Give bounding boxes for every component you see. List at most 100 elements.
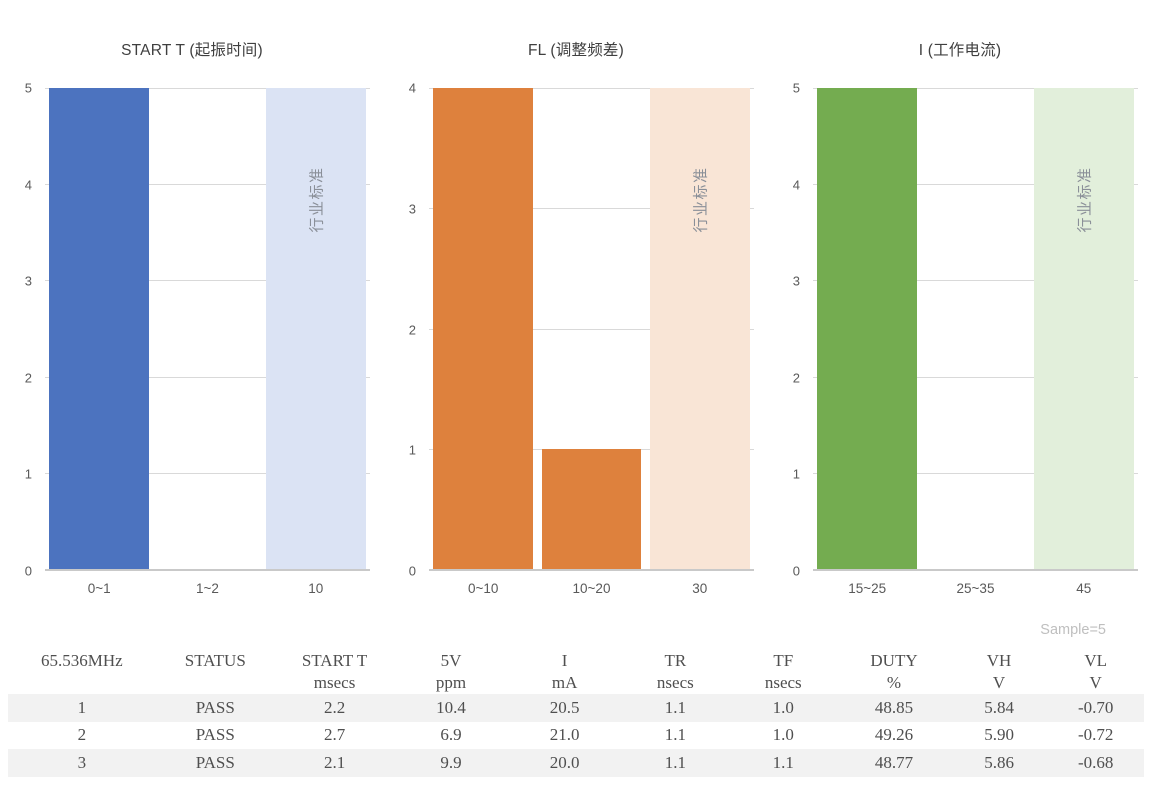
x-axis-label: 30 bbox=[692, 581, 708, 596]
column-unit: V bbox=[1089, 672, 1102, 692]
y-axis: 0 1 2 3 4 5 bbox=[768, 81, 813, 579]
y-tick-label: 5 bbox=[24, 80, 32, 96]
x-axis-label: 1~2 bbox=[196, 581, 219, 596]
table-cell: 5.90 bbox=[984, 725, 1014, 745]
gridline bbox=[813, 280, 1138, 282]
x-axis: 0~1 1~2 10 bbox=[45, 581, 370, 596]
column-unit: % bbox=[886, 672, 902, 692]
table-row: 2 PASS 2.7 6.9 21.0 1.1 1.0 49.26 5.90 -0.72 bbox=[8, 722, 1144, 750]
chart-title: START T (起振时间) bbox=[121, 42, 263, 59]
table-cell: 1.1 bbox=[664, 725, 686, 745]
standard-bar-label-wrap: 行业标准 bbox=[1034, 114, 1134, 284]
chart-title: FL (调整频差) bbox=[528, 42, 624, 59]
table-cell: 2.1 bbox=[323, 752, 346, 772]
bars-layer: 行业标准 bbox=[45, 88, 370, 569]
table-cell: 1.1 bbox=[664, 697, 686, 717]
standard-bar: 行业标准 bbox=[649, 88, 750, 569]
results-section: Sample=5 65.536MHz STATUS START T 5V I TR TF DU… bbox=[0, 622, 1152, 777]
table-cell: -0.72 bbox=[1077, 725, 1114, 745]
column-header: 65.536MHz bbox=[40, 651, 123, 670]
table-cell: 1 bbox=[77, 697, 87, 717]
unit-row: msecs ppm mA nsecs nsecs% V V bbox=[8, 671, 1144, 694]
table-cell: PASS bbox=[195, 697, 235, 717]
column-unit: V bbox=[992, 672, 1006, 692]
column-header: 5V bbox=[440, 651, 462, 670]
results-table-head: 65.536MHz STATUS START T 5V I TR TF DUTY VH VL mse… bbox=[8, 644, 1144, 694]
table-cell: 5.84 bbox=[984, 697, 1014, 717]
x-axis-label: 10 bbox=[308, 581, 324, 596]
plot-area: 行业标准 bbox=[45, 88, 370, 571]
y-tick-label: 1 bbox=[24, 466, 32, 482]
x-axis-label: 10~20 bbox=[572, 581, 611, 596]
table-cell: 10.4 bbox=[436, 697, 466, 717]
table-row: 3 PASS 2.1 9.9 20.0 1.1 1.1 48.77 5.86 -0.68 bbox=[8, 749, 1144, 777]
standard-bar: 行业标准 bbox=[1033, 88, 1134, 569]
header-row: 65.536MHz STATUS START T 5V I TR TF DUTY VH VL bbox=[8, 644, 1144, 671]
chart-fl-freq: FL (调整频差) 0 1 2 3 4 行业标准 0~10 10~20 30 bbox=[384, 0, 768, 596]
y-tick-label: 4 bbox=[792, 177, 800, 193]
table-cell: 2.7 bbox=[323, 725, 346, 745]
chart-title: I (工作电流) bbox=[918, 42, 1002, 59]
column-unit: ppm bbox=[435, 672, 467, 692]
y-tick-label: 0 bbox=[24, 563, 32, 579]
table-cell: 49.26 bbox=[874, 725, 914, 745]
table-cell: 2.2 bbox=[323, 697, 346, 717]
chart-body: 0 1 2 3 4 5 行业标准 bbox=[0, 81, 384, 579]
y-axis: 0 1 2 3 4 bbox=[384, 81, 429, 579]
gridline bbox=[45, 376, 370, 378]
gridline bbox=[813, 376, 1138, 378]
y-tick-label: 4 bbox=[24, 177, 32, 193]
plot-area: 行业标准 bbox=[429, 88, 754, 571]
chart-start-t: START T (起振时间) 0 1 2 3 4 5 行业标准 0~1 1~2 10 bbox=[0, 0, 384, 596]
column-header: I bbox=[561, 651, 568, 670]
table-cell: 9.9 bbox=[440, 752, 462, 772]
x-axis-label: 25~35 bbox=[956, 581, 995, 596]
column-unit: mA bbox=[551, 672, 578, 692]
y-tick-label: 1 bbox=[408, 442, 416, 458]
y-tick-label: 2 bbox=[408, 322, 416, 337]
plot-area: 行业标准 bbox=[813, 88, 1138, 571]
gridline bbox=[45, 184, 370, 186]
standard-bar-label: 行业标准 bbox=[308, 165, 326, 233]
column-header: TR bbox=[664, 651, 687, 670]
column-unit: msecs bbox=[313, 672, 356, 692]
x-axis: 0~10 10~20 30 bbox=[429, 581, 754, 596]
standard-bar: 行业标准 bbox=[265, 88, 366, 569]
table-cell: -0.68 bbox=[1077, 752, 1114, 772]
bar-slot: 行业标准 bbox=[262, 88, 370, 569]
bar-slot: 行业标准 bbox=[646, 88, 754, 569]
table-cell: PASS bbox=[195, 725, 235, 745]
column-unit bbox=[156, 671, 275, 694]
standard-bar-label-wrap: 行业标准 bbox=[266, 114, 366, 284]
gridline bbox=[429, 88, 754, 89]
table-cell: 1.0 bbox=[772, 725, 794, 745]
column-unit bbox=[8, 671, 156, 694]
results-table: 65.536MHz STATUS START T 5V I TR TF DUTY VH VL mse… bbox=[8, 644, 1144, 777]
column-header: VH bbox=[986, 651, 1012, 670]
y-tick-label: 2 bbox=[24, 370, 32, 386]
gridline bbox=[429, 208, 754, 210]
gridline bbox=[45, 88, 370, 89]
bar bbox=[817, 88, 917, 569]
table-cell: 1.1 bbox=[772, 752, 794, 772]
column-header: TF bbox=[773, 651, 794, 670]
bar-slot bbox=[813, 88, 921, 569]
y-tick-label: 3 bbox=[792, 273, 800, 289]
column-header: DUTY bbox=[870, 651, 918, 670]
bar-slot bbox=[429, 88, 537, 569]
chart-body: 0 1 2 3 4 行业标准 bbox=[384, 81, 768, 579]
chart-body: 0 1 2 3 4 5 行业标准 bbox=[768, 81, 1152, 579]
y-tick-label: 3 bbox=[24, 273, 32, 289]
bar-slot bbox=[153, 88, 261, 569]
results-table-body: 1 PASS 2.2 10.4 20.5 1.1 1.0 48.85 5.84 -0.70 2 PAS… bbox=[8, 694, 1144, 777]
bar-slot bbox=[537, 88, 645, 569]
y-tick-label: 0 bbox=[792, 563, 800, 579]
table-cell: -0.70 bbox=[1077, 697, 1114, 717]
x-axis-label: 0~1 bbox=[87, 581, 111, 596]
table-cell: 1.0 bbox=[772, 697, 794, 717]
standard-bar-label: 行业标准 bbox=[1076, 165, 1094, 233]
y-axis: 0 1 2 3 4 5 bbox=[0, 81, 45, 579]
